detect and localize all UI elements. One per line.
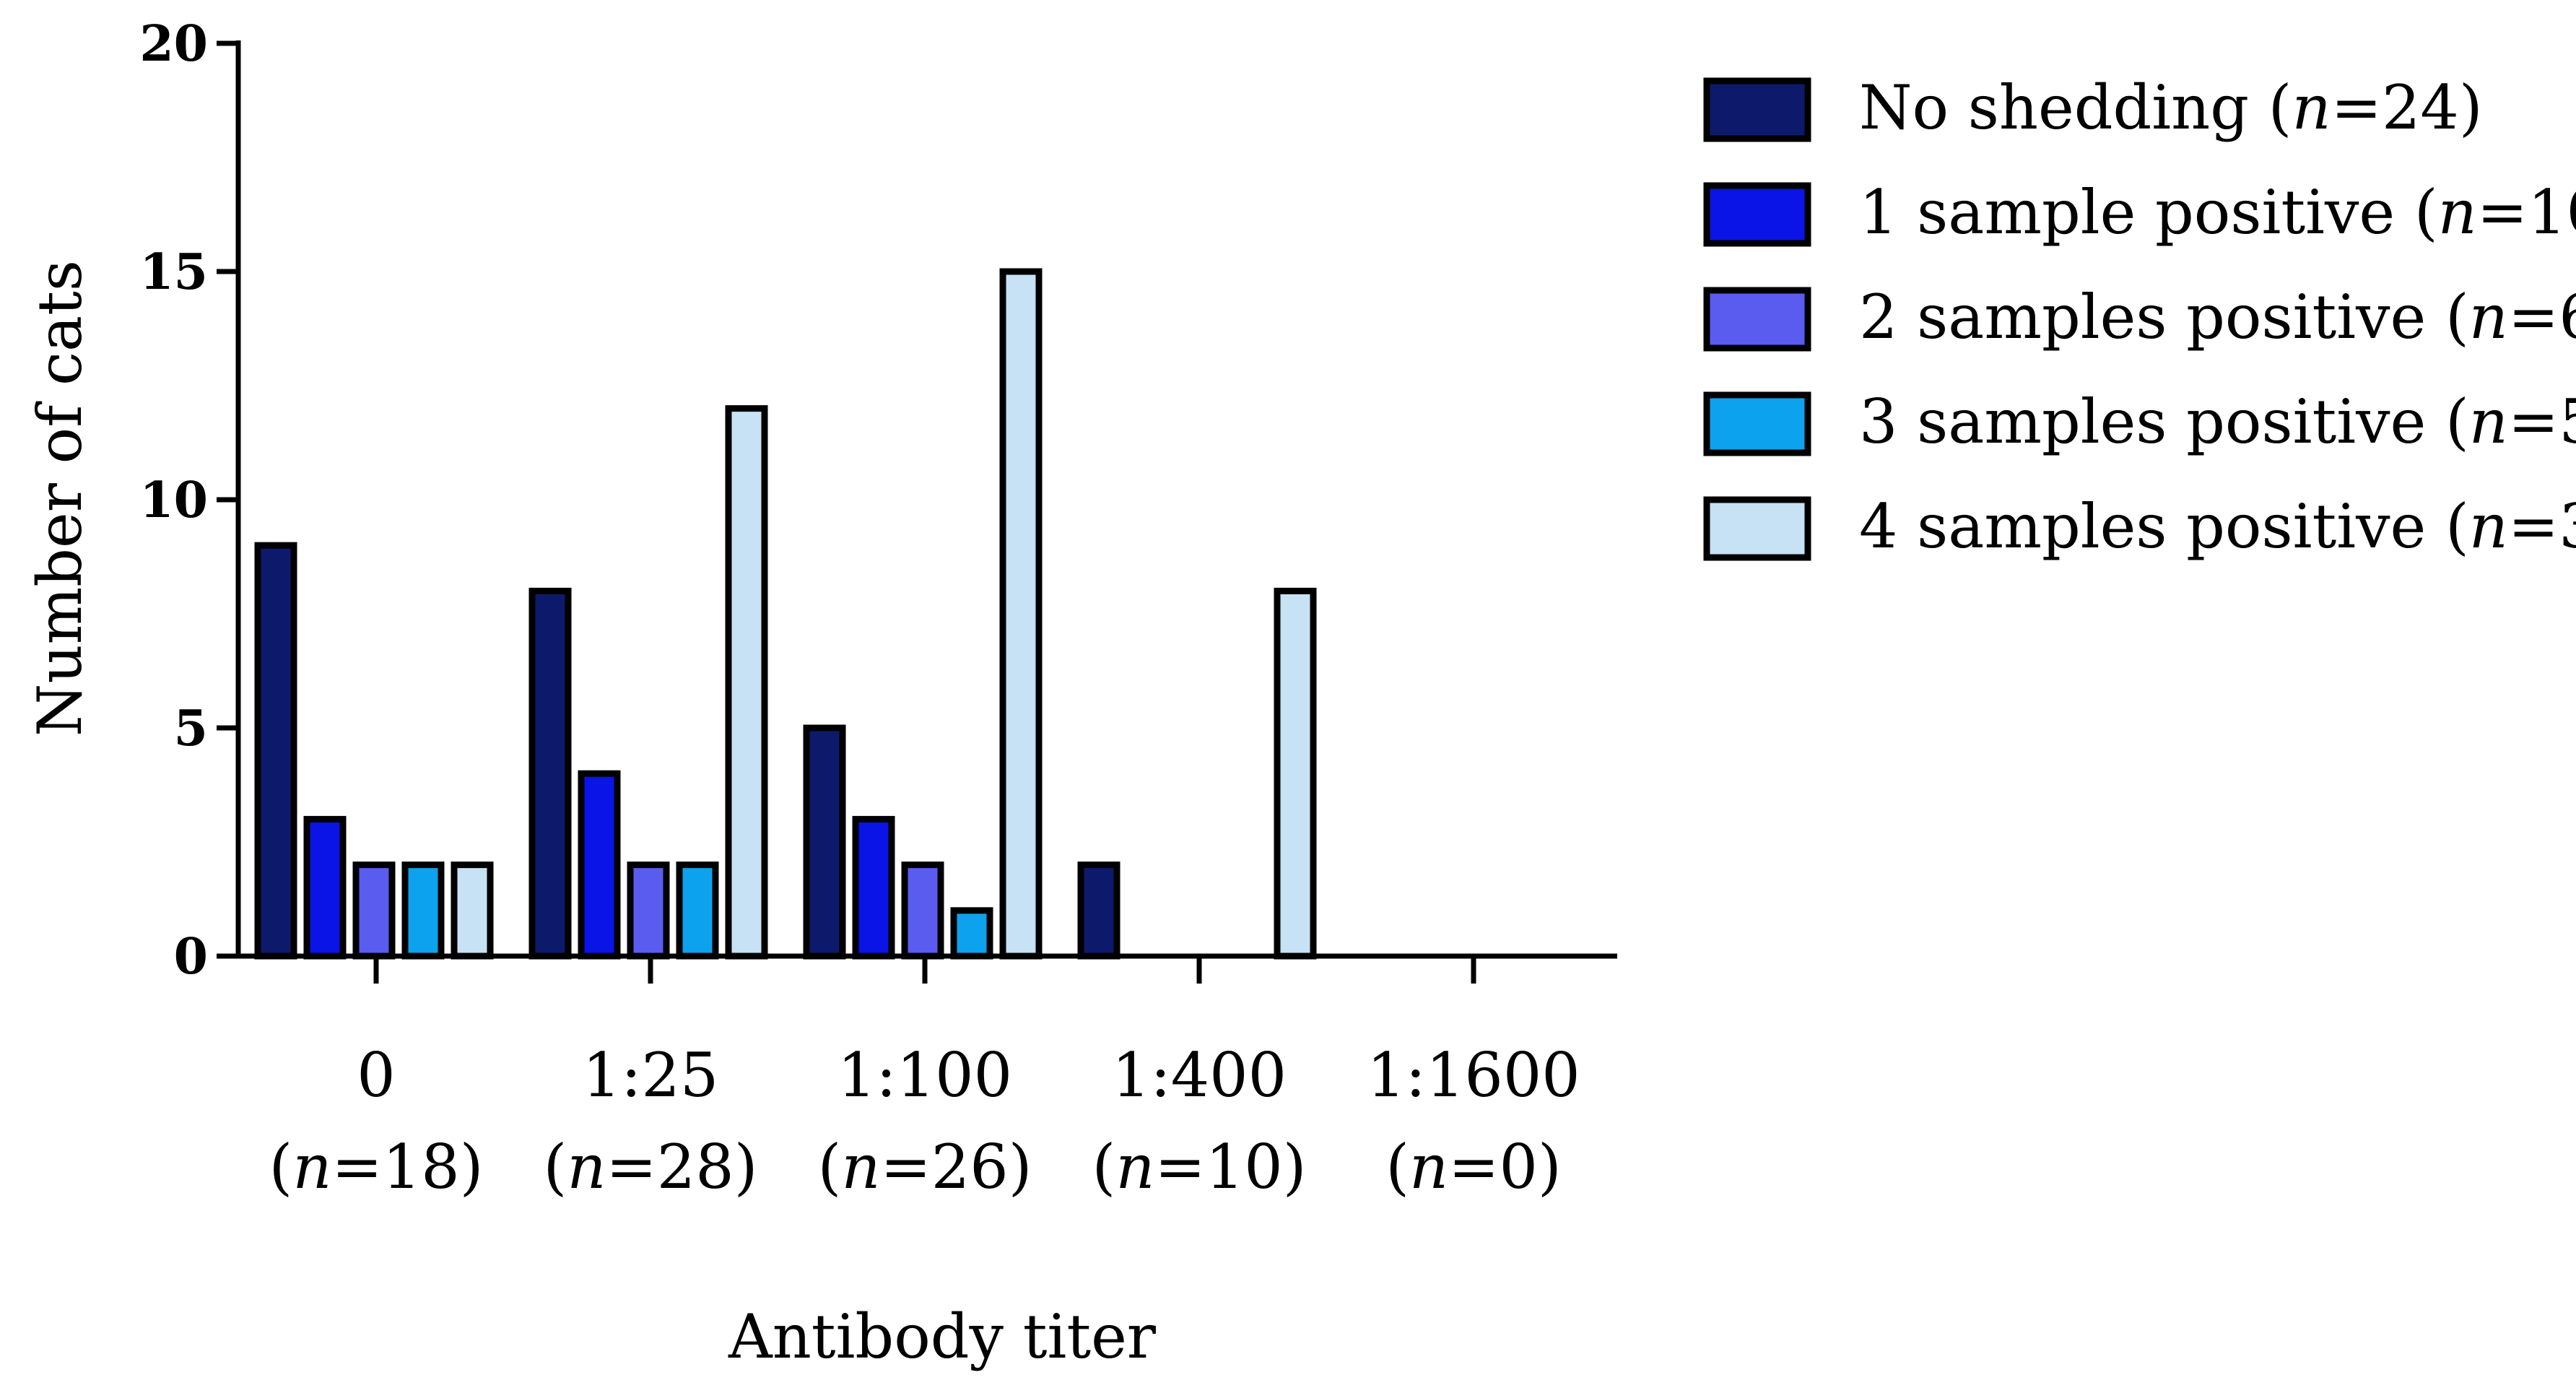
y-tick-label: 15 xyxy=(139,243,208,301)
bar-1-series-1 xyxy=(254,542,297,960)
x-tick-label: 1:400 xyxy=(1112,1040,1287,1111)
x-tick-label: 1:100 xyxy=(837,1040,1012,1111)
y-tick-label: 0 xyxy=(174,928,208,986)
bar-3-series-2 xyxy=(852,815,895,960)
legend-swatch-3 xyxy=(1703,287,1811,352)
bar-4-series-5 xyxy=(1274,587,1317,960)
bar-3-series-1 xyxy=(803,724,846,960)
legend: No shedding (n=24) 1 sample positive (n=1… xyxy=(1703,72,2576,562)
axes-layer: 0 5 10 15 20 0 (n=18) 1:25 (n=28) 1:100 (n=26) 1:40… xyxy=(25,15,1617,1372)
legend-label-5: 4 samples positive (n=37) xyxy=(1859,491,2576,562)
bar-3-series-5 xyxy=(999,268,1043,960)
x-axis-title: Antibody titer xyxy=(728,1301,1157,1372)
legend-label-3: 2 samples positive (n=6) xyxy=(1859,282,2576,352)
bar-2-series-1 xyxy=(528,587,572,960)
x-tick-label: 1:25 xyxy=(583,1040,719,1111)
bar-2-series-5 xyxy=(725,405,768,960)
y-tick-label: 5 xyxy=(174,700,208,758)
x-tick-count-label: (n=18) xyxy=(269,1132,484,1202)
bar-1-series-2 xyxy=(303,815,347,960)
legend-label-4: 3 samples positive (n=5) xyxy=(1859,386,2576,457)
bar-4-series-1 xyxy=(1077,862,1121,960)
bar-2-series-3 xyxy=(627,862,670,960)
bar-1-series-4 xyxy=(401,862,445,960)
legend-label-1: No shedding (n=24) xyxy=(1859,72,2483,143)
legend-label-2: 1 sample positive (n=10) xyxy=(1859,177,2576,248)
y-tick-label: 20 xyxy=(139,15,208,73)
bar-3-series-4 xyxy=(950,907,993,960)
bar-1-series-3 xyxy=(352,862,396,960)
x-tick-count-label: (n=0) xyxy=(1385,1132,1562,1202)
bar-2-series-4 xyxy=(676,862,719,960)
bar-2-series-2 xyxy=(578,770,621,960)
x-tick-count-label: (n=28) xyxy=(544,1132,758,1202)
bars-layer xyxy=(254,268,1317,960)
y-axis-title: Number of cats xyxy=(25,260,95,737)
x-tick-label: 1:1600 xyxy=(1367,1040,1580,1111)
x-tick-count-label: (n=10) xyxy=(1092,1132,1307,1202)
legend-swatch-1 xyxy=(1703,77,1811,142)
x-tick-label: 0 xyxy=(357,1040,395,1111)
y-tick-label: 10 xyxy=(139,472,208,529)
legend-swatch-2 xyxy=(1703,182,1811,247)
legend-swatch-4 xyxy=(1703,391,1811,456)
x-tick-count-label: (n=26) xyxy=(818,1132,1032,1202)
bar-3-series-3 xyxy=(901,862,944,960)
legend-swatch-5 xyxy=(1703,496,1811,561)
bar-1-series-5 xyxy=(451,862,494,960)
